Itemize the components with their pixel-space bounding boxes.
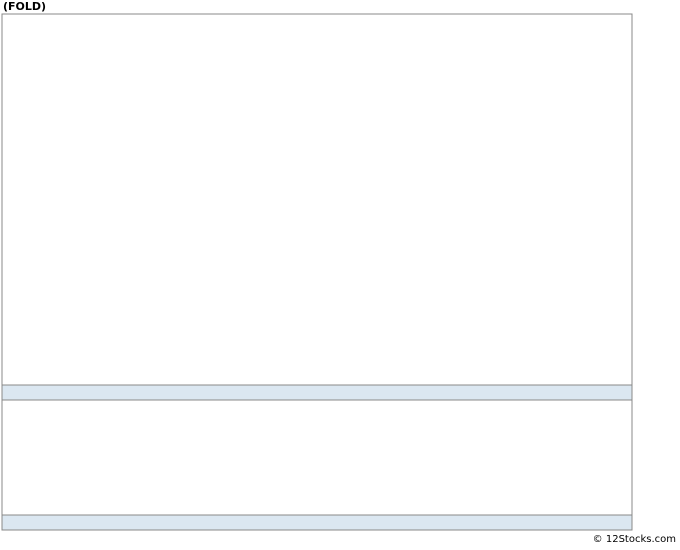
chart-title: (FOLD) <box>3 0 46 13</box>
macd-panel <box>1 399 633 516</box>
watermark: © 12Stocks.com <box>593 534 676 545</box>
date-strip <box>1 514 633 531</box>
price-panel <box>1 13 633 386</box>
date-strip <box>1 384 633 401</box>
